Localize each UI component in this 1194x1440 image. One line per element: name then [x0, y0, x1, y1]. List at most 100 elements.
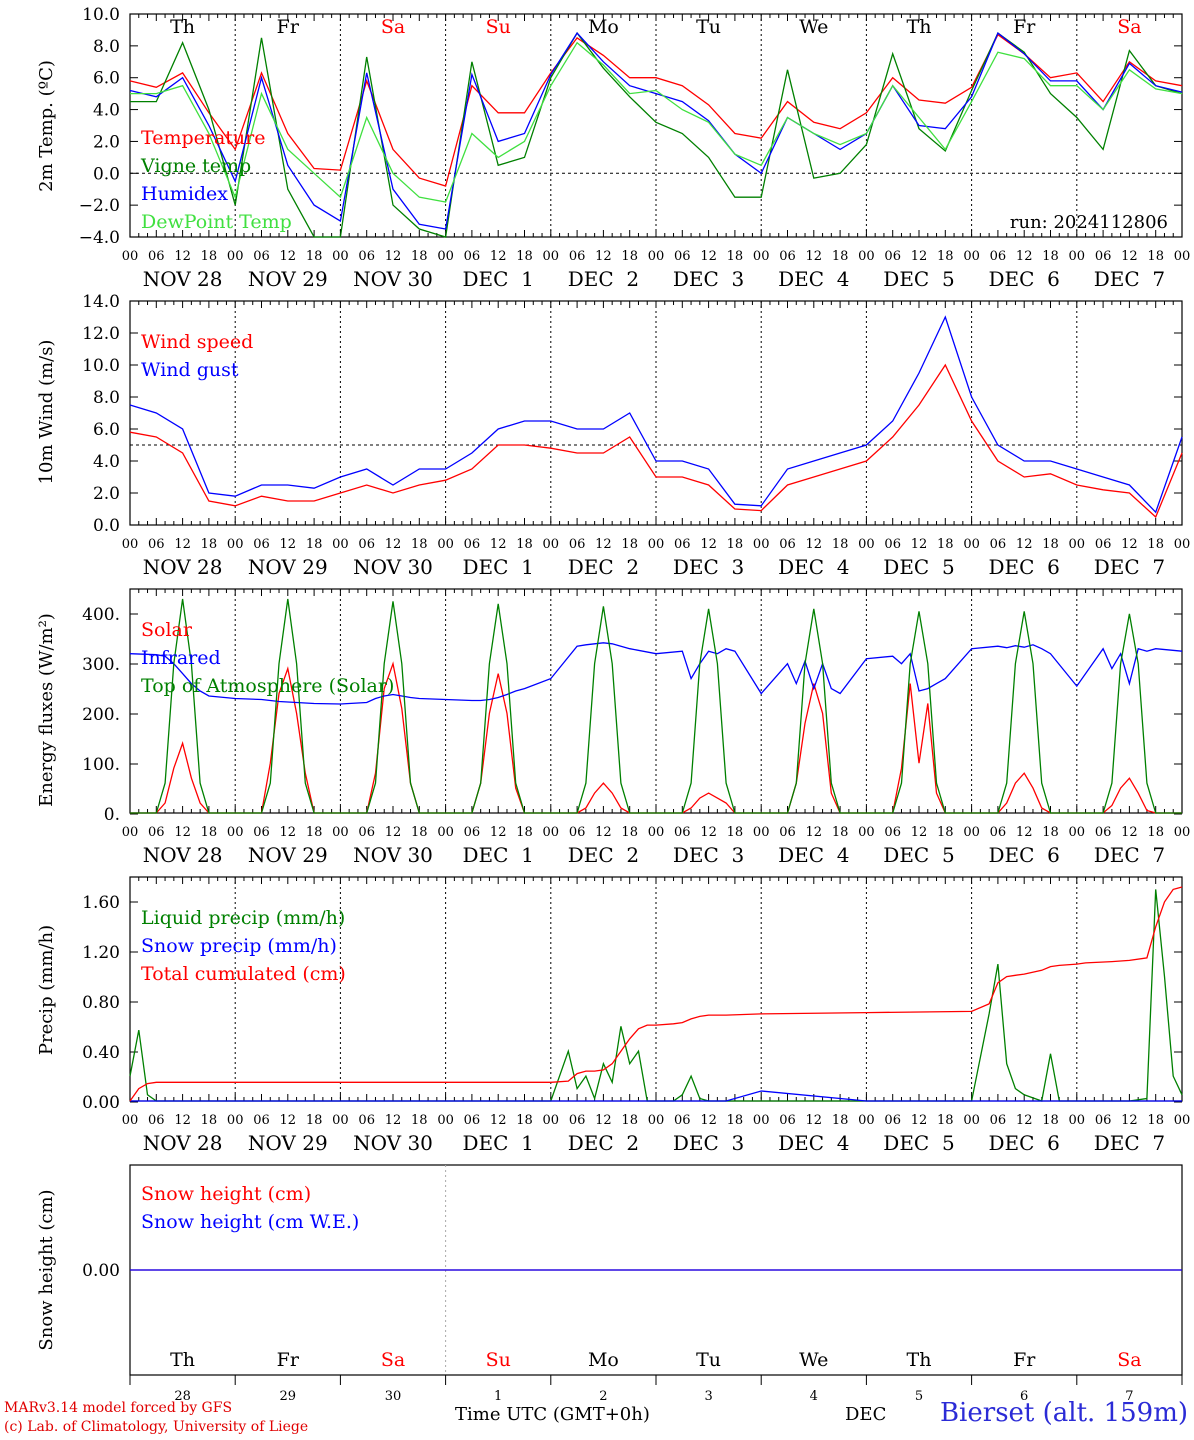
hour-tick-label: 00: [437, 537, 454, 552]
y-tick-label: 300.: [82, 655, 120, 675]
model-credit: MARv3.14 model forced by GFS: [4, 1400, 233, 1416]
hour-tick-label: 00: [437, 825, 454, 840]
legend-entry: Humidex: [141, 183, 228, 205]
hour-tick-label: 12: [595, 825, 612, 840]
hour-tick-label: 00: [1069, 537, 1086, 552]
hour-tick-label: 12: [911, 537, 928, 552]
hour-tick-label: 00: [543, 1113, 560, 1128]
y-tick-label: 10.0: [82, 5, 120, 25]
hour-tick-label: 12: [595, 1113, 612, 1128]
y-tick-label: 0.00: [82, 1261, 120, 1281]
hour-tick-label: 12: [595, 537, 612, 552]
hour-tick-label: 18: [1042, 537, 1059, 552]
date-label: NOV 29: [248, 1131, 328, 1155]
hour-tick-label: 06: [990, 825, 1007, 840]
hour-tick-label: 00: [1174, 537, 1191, 552]
hour-tick-label: 06: [148, 1113, 165, 1128]
day-number: 4: [810, 1389, 818, 1404]
legend-entry: Top of Atmosphere (Solar): [141, 675, 394, 697]
hour-tick-label: 06: [674, 1113, 691, 1128]
y-tick-label: 100.: [82, 755, 120, 775]
hour-tick-label: 06: [358, 249, 375, 264]
hour-tick-label: 18: [1147, 537, 1164, 552]
hour-tick-label: 00: [753, 825, 770, 840]
hour-tick-label: 18: [1042, 1113, 1059, 1128]
hour-tick-label: 18: [411, 825, 428, 840]
date-label: DEC 2: [568, 843, 639, 867]
date-label: DEC 7: [1094, 1131, 1165, 1155]
hour-tick-label: 06: [148, 537, 165, 552]
series-line: [129, 33, 1183, 187]
date-label: NOV 29: [248, 267, 328, 291]
hour-tick-label: 00: [122, 537, 139, 552]
hour-tick-label: 18: [516, 1113, 533, 1128]
hour-tick-label: 12: [911, 1113, 928, 1128]
hour-tick-label: 18: [727, 825, 744, 840]
series-line: [129, 32, 1183, 230]
hour-tick-label: 12: [280, 249, 297, 264]
hour-tick-label: 12: [174, 249, 191, 264]
hour-tick-label: 18: [937, 825, 954, 840]
hour-tick-label: 00: [332, 249, 349, 264]
weekday-label: Fr: [277, 16, 300, 38]
hour-tick-label: 12: [806, 1113, 823, 1128]
hour-tick-label: 00: [1069, 1113, 1086, 1128]
hour-tick-label: 06: [569, 825, 586, 840]
weekday-label: Mo: [588, 16, 619, 38]
hour-tick-label: 00: [858, 537, 875, 552]
date-label: DEC 7: [1094, 555, 1165, 579]
date-label: DEC 1: [463, 555, 534, 579]
y-tick-label: 200.: [82, 705, 120, 725]
hour-tick-label: 06: [990, 249, 1007, 264]
hour-tick-label: 18: [621, 825, 638, 840]
run-annotation: run: 2024112806: [1010, 212, 1168, 233]
hour-tick-label: 18: [411, 249, 428, 264]
weekday-label: Sa: [381, 16, 405, 38]
y-tick-label: 6.0: [93, 420, 120, 440]
date-label: DEC 6: [989, 843, 1060, 867]
hour-tick-label: 18: [1147, 1113, 1164, 1128]
hour-tick-label: 18: [727, 1113, 744, 1128]
hour-tick-label: 00: [858, 1113, 875, 1128]
y-tick-label: −2.0: [79, 196, 120, 216]
hour-tick-label: 12: [700, 537, 717, 552]
weekday-label: Sa: [1117, 16, 1141, 38]
y-axis-title: Snow height (cm): [36, 1189, 57, 1350]
hour-tick-label: 12: [1121, 537, 1138, 552]
y-axis-title: Precip (mm/h): [36, 925, 57, 1055]
hour-tick-label: 18: [411, 537, 428, 552]
hour-tick-label: 06: [358, 825, 375, 840]
date-label: NOV 30: [353, 843, 433, 867]
weekday-label: Th: [170, 1349, 195, 1371]
hour-tick-label: 00: [227, 1113, 244, 1128]
hour-tick-label: 12: [1016, 825, 1033, 840]
date-label: NOV 30: [353, 555, 433, 579]
hour-tick-label: 06: [674, 249, 691, 264]
date-label: DEC 5: [883, 267, 954, 291]
y-tick-label: 4.0: [93, 101, 120, 121]
panel-1: 10.0 8.0 6.0 4.0 2.0 0.0 −2.0 −4.0 2m Temp. (ºC)…: [36, 5, 1190, 291]
lab-credit: (c) Lab. of Climatology, University of L…: [4, 1419, 309, 1435]
hour-tick-label: 12: [385, 249, 402, 264]
date-label: DEC 4: [778, 843, 849, 867]
weekday-label: Fr: [1013, 1349, 1036, 1371]
date-label: DEC 5: [883, 843, 954, 867]
hour-tick-label: 06: [569, 249, 586, 264]
weekday-label: Tu: [696, 1349, 721, 1371]
hour-tick-label: 18: [306, 537, 323, 552]
hour-tick-label: 18: [516, 825, 533, 840]
y-tick-label: 0.0: [93, 164, 120, 184]
hour-tick-label: 18: [1042, 249, 1059, 264]
hour-tick-label: 18: [411, 1113, 428, 1128]
hour-tick-label: 18: [306, 249, 323, 264]
series-line: [129, 315, 1183, 514]
hour-tick-label: 00: [753, 537, 770, 552]
hour-tick-label: 12: [490, 537, 507, 552]
hour-tick-label: 12: [806, 537, 823, 552]
y-axis-title: 10m Wind (m/s): [36, 340, 57, 485]
hour-tick-label: 06: [779, 249, 796, 264]
hour-tick-label: 18: [832, 1113, 849, 1128]
hour-tick-label: 06: [253, 537, 270, 552]
hour-tick-label: 06: [464, 249, 481, 264]
hour-tick-label: 00: [963, 537, 980, 552]
